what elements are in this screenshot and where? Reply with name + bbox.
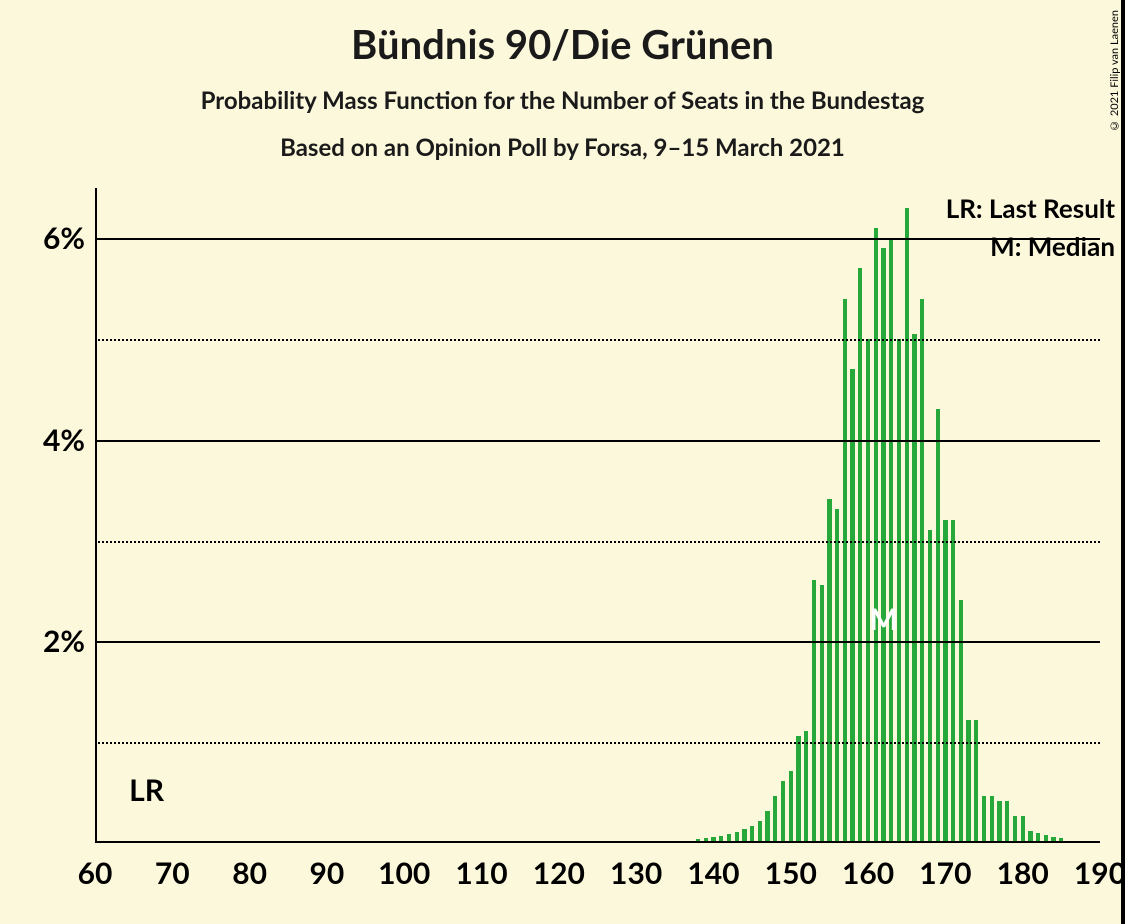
bar [827, 499, 831, 841]
chart-container: © 2021 Filip van Laenen Bündnis 90/Die G… [0, 0, 1125, 924]
chart-subtitle: Probability Mass Function for the Number… [0, 86, 1125, 115]
bar [1021, 816, 1025, 841]
bar [1028, 831, 1032, 841]
bar [959, 600, 963, 841]
bar [943, 520, 947, 841]
x-tick-label: 190 [1074, 855, 1125, 891]
x-tick-label: 150 [765, 855, 817, 891]
gridline-minor [95, 541, 1100, 543]
bar [990, 796, 994, 841]
gridline-major [95, 238, 1100, 240]
x-tick-label: 130 [610, 855, 662, 891]
bar [1044, 835, 1048, 841]
bar [889, 238, 893, 841]
bar [928, 530, 932, 841]
x-tick-label: 160 [842, 855, 894, 891]
bar [835, 509, 839, 841]
bar [758, 821, 762, 841]
bar [1005, 801, 1009, 841]
bar [735, 832, 739, 841]
bar [781, 781, 785, 841]
x-tick-label: 170 [919, 855, 971, 891]
bar [1059, 838, 1063, 841]
x-tick-label: 60 [78, 855, 113, 891]
bar [1051, 837, 1055, 841]
y-tick-label: 6% [43, 220, 85, 256]
gridline-major [95, 641, 1100, 643]
bar [727, 834, 731, 841]
y-tick-label: 2% [43, 623, 85, 659]
bar [765, 811, 769, 841]
border-right [1121, 0, 1125, 924]
bar [997, 801, 1001, 841]
bar [773, 796, 777, 841]
y-tick-label: 4% [43, 422, 85, 458]
bar [696, 839, 700, 841]
x-tick-label: 140 [687, 855, 739, 891]
bar [866, 339, 870, 841]
bar [719, 836, 723, 841]
gridline-major [95, 440, 1100, 442]
bar [789, 771, 793, 841]
plot-area: M [95, 188, 1100, 843]
bar [936, 409, 940, 841]
gridline-minor [95, 339, 1100, 341]
bar [905, 208, 909, 841]
chart-subtitle2: Based on an Opinion Poll by Forsa, 9–15 … [0, 133, 1125, 162]
bar [742, 829, 746, 841]
bar [951, 520, 955, 841]
x-tick-label: 120 [533, 855, 585, 891]
bar [881, 248, 885, 841]
chart-title: Bündnis 90/Die Grünen [0, 0, 1125, 68]
bar [912, 334, 916, 841]
bar [704, 838, 708, 841]
bar [974, 720, 978, 841]
bar [897, 339, 901, 841]
bar [858, 268, 862, 841]
x-tick-label: 70 [155, 855, 190, 891]
bar [750, 826, 754, 841]
x-tick-label: 180 [997, 855, 1049, 891]
copyright-text: © 2021 Filip van Laenen [1108, 10, 1121, 132]
bar [711, 837, 715, 841]
x-tick-label: 110 [455, 855, 507, 891]
bar [1036, 833, 1040, 841]
bar [796, 736, 800, 841]
x-axis [95, 841, 1100, 843]
bar [874, 228, 878, 841]
bar [812, 580, 816, 841]
bar [820, 585, 824, 841]
bar [1013, 816, 1017, 841]
x-tick-label: 100 [378, 855, 430, 891]
last-result-marker: LR [129, 772, 164, 808]
gridline-minor [95, 742, 1100, 744]
bar [843, 299, 847, 841]
bar [920, 299, 924, 841]
x-tick-label: 80 [232, 855, 267, 891]
bar [982, 796, 986, 841]
x-tick-label: 90 [310, 855, 345, 891]
bar [966, 720, 970, 841]
bar [804, 731, 808, 842]
